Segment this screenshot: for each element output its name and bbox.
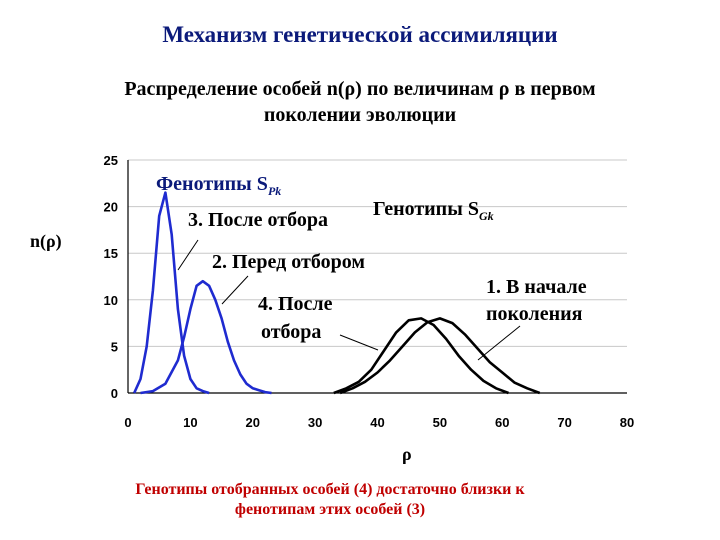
x-tick-label: 20	[246, 415, 260, 430]
page-title: Механизм генетической ассимиляции	[162, 22, 558, 47]
caption-line-1: Генотипы отобранных особей (4) достаточн…	[135, 481, 525, 498]
phenotypes-label-sub: Pk	[268, 184, 281, 198]
leader-line-4	[339, 334, 379, 351]
y-tick-label: 25	[104, 153, 118, 168]
y-tick-labels: 0 5 10 15 20 25	[104, 153, 118, 401]
label-1-line-2: поколения	[486, 303, 583, 325]
label-4-line-2: отбора	[261, 321, 321, 343]
x-tick-label: 70	[557, 415, 571, 430]
subtitle-line-2: поколении эволюции	[263, 104, 457, 126]
caption-line-2: фенотипам этих особей (3)	[234, 501, 426, 518]
phenotypes-label-text: Фенотипы S	[156, 173, 268, 195]
gridlines	[128, 159, 627, 347]
x-tick-labels: 0 10 20 30 40 50 60 70 80	[124, 415, 634, 430]
leader-line-3	[177, 239, 199, 271]
leader-line-1	[477, 325, 521, 361]
chart-subtitle: Распределение особей n(ρ) по величинам ρ…	[40, 76, 680, 128]
x-tick-label: 10	[183, 415, 197, 430]
chart: 0 5 10 15 20 25 0 10 20 30 40 50 60 70 80 n(ρ) ρ Фено…	[30, 153, 634, 464]
x-tick-label: 0	[124, 415, 131, 430]
label-4-line-1: 4. После	[258, 293, 333, 315]
phenotypes-label: Фенотипы SPk	[156, 173, 281, 198]
series-line-phen-before	[140, 279, 272, 395]
label-3-after-selection: 3. После отбора	[188, 209, 328, 231]
series-line-gen-before	[339, 317, 541, 395]
x-tick-label: 30	[308, 415, 322, 430]
y-tick-label: 10	[104, 293, 118, 308]
x-tick-label: 80	[620, 415, 634, 430]
subtitle-line-1: Распределение особей n(ρ) по величинам ρ…	[124, 78, 596, 100]
y-tick-label: 15	[104, 246, 118, 261]
conclusion-caption: Генотипы отобранных особей (4) достаточн…	[50, 480, 610, 520]
y-axis-label: n(ρ)	[30, 231, 62, 252]
x-tick-label: 50	[433, 415, 447, 430]
x-tick-label: 60	[495, 415, 509, 430]
series-lines	[133, 191, 541, 395]
genotypes-label-text: Генотипы S	[373, 198, 479, 220]
label-1-line-1: 1. В начале	[486, 276, 587, 298]
leader-line-2	[221, 275, 249, 305]
y-tick-label: 5	[111, 339, 118, 354]
genotypes-label: Генотипы SGk	[373, 198, 494, 223]
x-tick-label: 40	[370, 415, 384, 430]
series-line-phen-after	[133, 191, 210, 395]
y-tick-label: 20	[104, 200, 118, 215]
genotypes-label-sub: Gk	[479, 209, 494, 223]
x-axis-label: ρ	[402, 444, 412, 464]
y-tick-label: 0	[111, 386, 118, 401]
label-2-before-selection: 2. Перед отбором	[212, 251, 365, 273]
series-line-gen-after	[333, 317, 509, 395]
